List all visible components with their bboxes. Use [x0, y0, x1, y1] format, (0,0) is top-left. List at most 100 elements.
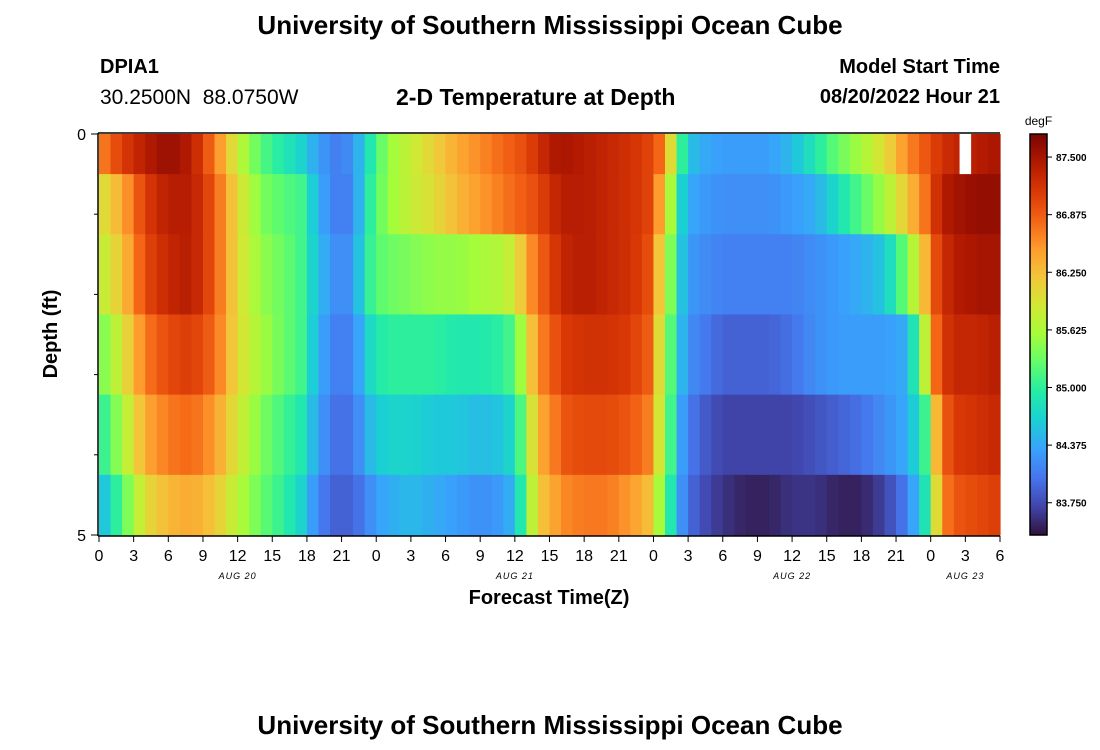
heatmap-cell [226, 134, 239, 175]
heatmap-cell [641, 314, 655, 396]
heatmap-cell [965, 474, 978, 536]
heatmap-cell [780, 134, 793, 175]
heatmap-cell [399, 474, 412, 536]
heatmap-cell [226, 314, 239, 396]
heatmap-cell [976, 134, 990, 175]
heatmap-cell [387, 234, 400, 316]
heatmap-cell [537, 234, 551, 316]
heatmap-cell [849, 234, 862, 316]
heatmap-cell [665, 314, 678, 396]
heatmap-cell [202, 174, 216, 235]
heatmap-cell [976, 394, 990, 476]
heatmap-cell [110, 174, 123, 235]
colorbar-unit: degF [1025, 114, 1052, 128]
heatmap-cell [942, 394, 955, 476]
heatmap-cell [780, 474, 793, 536]
heatmap-cell [745, 234, 759, 316]
heatmap-cell [341, 314, 354, 396]
heatmap-cell [353, 474, 366, 536]
heatmap-cell [780, 394, 793, 476]
colorbar-tick-label: 84.375 [1056, 441, 1087, 452]
heatmap-cell [272, 314, 285, 396]
heatmap-cell [99, 234, 112, 316]
heatmap-cell [572, 234, 585, 316]
heatmap-cell [364, 134, 377, 175]
heatmap-cell [676, 394, 689, 476]
heatmap-cell [503, 134, 516, 175]
heatmap-cell [503, 394, 516, 476]
heatmap-cell [99, 474, 112, 536]
heatmap-cell [572, 474, 585, 536]
x-tick-label: 15 [263, 548, 281, 565]
heatmap-cell [988, 134, 1001, 175]
heatmap-cell [942, 234, 955, 316]
heatmap-cell [768, 474, 782, 536]
heatmap-cell [803, 474, 816, 536]
heatmap-cell [537, 394, 551, 476]
heatmap-cell [826, 134, 839, 175]
heatmap-cell [133, 134, 146, 175]
heatmap-cell [422, 314, 435, 396]
x-tick-label: 6 [996, 548, 1005, 565]
heatmap-cell [768, 394, 782, 476]
x-tick-label: 3 [129, 548, 138, 565]
heatmap-cell [491, 234, 504, 316]
heatmap-cell [838, 394, 851, 476]
heatmap-cell [237, 394, 250, 476]
heatmap-cell [214, 474, 227, 536]
heatmap-cell [838, 174, 851, 235]
heatmap-cell [699, 234, 712, 316]
heatmap-cell [353, 174, 366, 235]
date-label: AUG 22 [772, 571, 811, 581]
heatmap-cell [653, 134, 666, 175]
x-tick-label: 18 [575, 548, 593, 565]
heatmap-cell [122, 474, 135, 536]
heatmap-cell [572, 134, 585, 175]
heatmap-cell [318, 234, 331, 316]
heatmap-cell [260, 134, 273, 175]
heatmap-cell [353, 134, 366, 175]
heatmap-cell [607, 234, 620, 316]
heatmap-cell [641, 174, 655, 235]
heatmap-cell [306, 234, 320, 316]
heatmap-cell [214, 134, 227, 175]
heatmap-cell [768, 134, 782, 175]
heatmap-cell [295, 174, 308, 235]
heatmap-cell [191, 474, 204, 536]
heatmap-cell [676, 174, 689, 235]
heatmap-cell [491, 474, 504, 536]
heatmap-cell [734, 134, 747, 175]
heatmap-cell [122, 234, 135, 316]
heatmap-cell [480, 394, 493, 476]
heatmap-cell [168, 134, 181, 175]
heatmap-cell [249, 314, 262, 396]
heatmap-cell [260, 474, 273, 536]
heatmap-cell [341, 394, 354, 476]
heatmap-cell [953, 314, 966, 396]
colorbar-tick-label: 85.625 [1056, 326, 1087, 337]
heatmap-cell [503, 314, 516, 396]
heatmap-cell [306, 134, 320, 175]
heatmap-cell [884, 314, 897, 396]
heatmap-cell [572, 314, 585, 396]
heatmap-cell [896, 474, 909, 536]
heatmap-cell [826, 474, 839, 536]
heatmap-cell [399, 394, 412, 476]
x-tick-label: 21 [887, 548, 905, 565]
heatmap-cell [595, 134, 608, 175]
heatmap-cell [919, 474, 932, 536]
heatmap-cell [792, 174, 805, 235]
heatmap-cell [514, 314, 527, 396]
heatmap-cell [838, 234, 851, 316]
heatmap-cell [988, 394, 1001, 476]
x-tick-label: 6 [441, 548, 450, 565]
heatmap-cell [133, 234, 146, 316]
heatmap-cell [734, 314, 747, 396]
heatmap-cell [572, 174, 585, 235]
heatmap-cell [676, 314, 689, 396]
heatmap-cell [353, 314, 366, 396]
heatmap-cell [295, 134, 308, 175]
heatmap-cell [665, 474, 678, 536]
heatmap-cell [387, 174, 400, 235]
heatmap-cell [110, 134, 123, 175]
